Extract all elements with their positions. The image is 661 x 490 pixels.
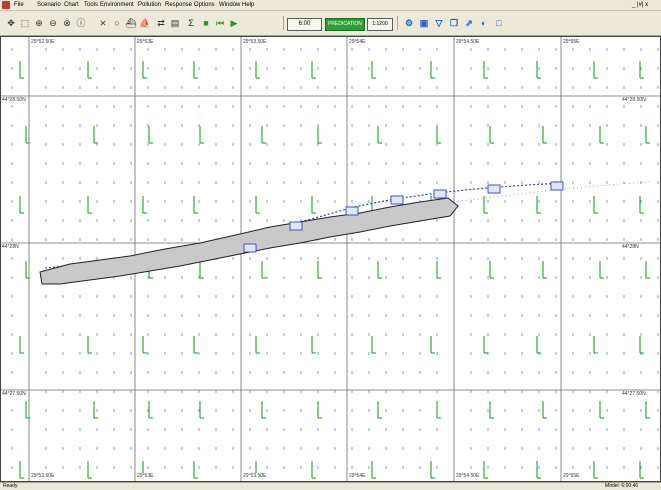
longitude-label-top: 29°53E — [137, 39, 154, 45]
longitude-label-top: 29°53.50E — [243, 39, 267, 45]
menu-item[interactable]: Options — [194, 2, 215, 8]
response-marker — [433, 189, 447, 199]
toolbar-separator — [283, 16, 284, 30]
toolbar-separator — [397, 16, 398, 30]
map-border — [0, 36, 661, 482]
latitude-label-left: 44°28.50N — [2, 97, 26, 103]
response-marker — [390, 195, 404, 205]
stop-icon[interactable]: ■ — [203, 18, 209, 28]
status-model-time: Model: 6:00:46 — [605, 483, 639, 489]
status-left: Ready — [3, 483, 18, 489]
menu-bar: File Scenario Chart Tools Environment Polluti… — [0, 0, 661, 11]
prediction-mode-button[interactable]: PREDICATION — [325, 18, 365, 31]
longitude-label-top: 29°55E — [563, 39, 580, 45]
menu-item[interactable]: Scenario — [37, 2, 61, 8]
rewind-icon[interactable]: ⏮ — [215, 18, 225, 28]
menu-item[interactable]: Window — [219, 2, 241, 8]
map-canvas[interactable] — [0, 36, 661, 482]
longitude-label-bottom: 29°54E — [349, 473, 366, 479]
boat-alt-icon[interactable]: ⛵ — [139, 18, 151, 28]
chart-map-view[interactable]: 29°52.50E 29°53E 29°53.50E 29°54E 29°54.50E 2… — [0, 36, 661, 482]
latitude-label-right: 44°28.50N — [622, 97, 646, 103]
transfer-icon[interactable]: ⇄ — [157, 18, 165, 28]
menu-item[interactable]: Chart — [64, 2, 79, 8]
app-logo-icon — [2, 1, 10, 9]
pan-icon[interactable]: ✥ — [7, 18, 15, 28]
info-icon[interactable]: ⓘ — [76, 18, 86, 28]
time-field[interactable]: 6:00 — [287, 18, 322, 31]
save-icon[interactable]: ▣ — [419, 18, 429, 28]
oil-slick — [39, 197, 459, 285]
globe-icon[interactable]: ◐ — [481, 18, 487, 28]
zoom-out-icon[interactable]: ⊖ — [49, 18, 57, 28]
menu-item[interactable]: Pollution — [138, 2, 162, 8]
latitude-label-left: 44°28N — [2, 244, 19, 250]
measure-icon[interactable]: ⨯ — [99, 18, 107, 28]
menu-item[interactable]: Tools — [84, 2, 99, 8]
zoom-in-icon[interactable]: ⊕ — [35, 18, 43, 28]
menu-item[interactable]: File — [14, 2, 24, 8]
response-marker — [550, 181, 564, 191]
response-marker — [345, 206, 359, 216]
longitude-label-bottom: 29°52.50E — [31, 473, 55, 479]
boat-icon[interactable]: ⛴ — [125, 18, 137, 28]
longitude-label-top: 29°52.50E — [31, 39, 55, 45]
latitude-label-left: 44°27.50N — [2, 391, 26, 397]
menu-item[interactable]: Help — [242, 2, 255, 8]
grid-icon[interactable]: ▤ — [170, 18, 180, 28]
longitude-label-bottom: 29°55E — [563, 473, 580, 479]
latitude-label-right: 44°28N — [622, 244, 639, 250]
window-controls[interactable]: _ |#| x — [632, 2, 649, 8]
circle-icon[interactable]: ○ — [114, 18, 120, 28]
status-bar: Ready Model: 6:00:46 — [0, 482, 661, 490]
latitude-label-right: 44°27.50N — [622, 391, 646, 397]
longitude-label-bottom: 29°54.50E — [456, 473, 480, 479]
longitude-label-bottom: 29°53.50E — [243, 473, 267, 479]
response-marker — [487, 184, 501, 194]
play-icon[interactable]: ▶ — [230, 18, 238, 28]
longitude-label-top: 29°54E — [349, 39, 366, 45]
sum-icon[interactable]: Σ — [188, 18, 194, 28]
settings-icon[interactable]: ⚙ — [404, 18, 414, 28]
layers-icon[interactable]: ❐ — [449, 18, 459, 28]
menu-item[interactable]: Environment — [100, 2, 134, 8]
menu-item[interactable]: Response — [165, 2, 193, 8]
zoom-window-icon[interactable]: ⊗ — [63, 18, 71, 28]
scale-field[interactable]: 1:1200 — [367, 18, 393, 31]
response-marker — [243, 243, 257, 253]
response-marker — [289, 221, 303, 231]
select-icon[interactable]: ⬚ — [20, 18, 30, 28]
filter-icon[interactable]: ▽ — [435, 18, 443, 28]
export-icon[interactable]: ⇗ — [465, 18, 473, 28]
longitude-label-top: 29°54.50E — [456, 39, 480, 45]
longitude-label-bottom: 29°53E — [137, 473, 154, 479]
window-icon[interactable]: □ — [496, 18, 502, 28]
toolbar: ✥ ⬚ ⊕ ⊖ ⊗ ⓘ ⨯ ○ ⛴ ⛵ ⇄ ▤ Σ ■ ⏮ ▶ 6:00 PREDICATION 1:1200… — [0, 11, 661, 36]
